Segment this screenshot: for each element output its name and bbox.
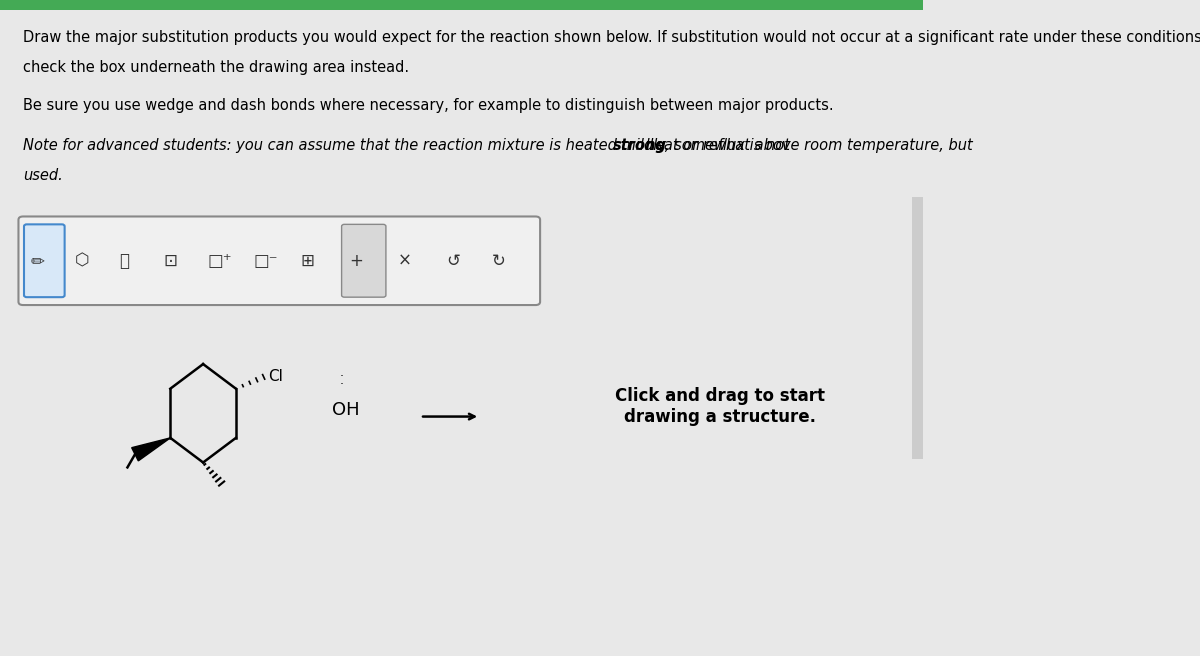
Text: ✏: ✏	[30, 252, 44, 270]
Text: heat or reflux is not: heat or reflux is not	[641, 138, 790, 153]
FancyBboxPatch shape	[24, 224, 65, 297]
Text: ↺: ↺	[446, 252, 460, 270]
Text: Click and drag to start
drawing a structure.: Click and drag to start drawing a struct…	[616, 387, 826, 426]
Text: check the box underneath the drawing area instead.: check the box underneath the drawing are…	[23, 60, 409, 75]
Text: ⁚: ⁚	[340, 374, 343, 387]
Text: ↻: ↻	[492, 252, 506, 270]
FancyBboxPatch shape	[18, 216, 540, 305]
Text: Note for advanced students: you can assume that the reaction mixture is heated m: Note for advanced students: you can assu…	[23, 138, 978, 153]
Text: Draw the major substitution products you would expect for the reaction shown bel: Draw the major substitution products you…	[23, 30, 1200, 45]
Text: ⊞: ⊞	[300, 252, 314, 270]
Text: □⁻: □⁻	[254, 252, 278, 270]
FancyBboxPatch shape	[342, 224, 386, 297]
Text: +: +	[349, 252, 362, 270]
Text: Cl: Cl	[269, 369, 283, 384]
Text: OH: OH	[332, 401, 360, 419]
Text: strong: strong	[613, 138, 666, 153]
Text: □⁺: □⁺	[208, 252, 233, 270]
Bar	[912, 197, 923, 459]
Text: used.: used.	[23, 169, 62, 184]
Text: ⬡: ⬡	[74, 252, 89, 270]
Text: ⊡: ⊡	[163, 252, 178, 270]
Polygon shape	[132, 438, 170, 461]
Text: ✋: ✋	[119, 252, 130, 270]
Bar	[0, 0, 923, 10]
Text: ×: ×	[398, 252, 412, 270]
Text: Be sure you use wedge and dash bonds where necessary, for example to distinguish: Be sure you use wedge and dash bonds whe…	[23, 98, 834, 113]
